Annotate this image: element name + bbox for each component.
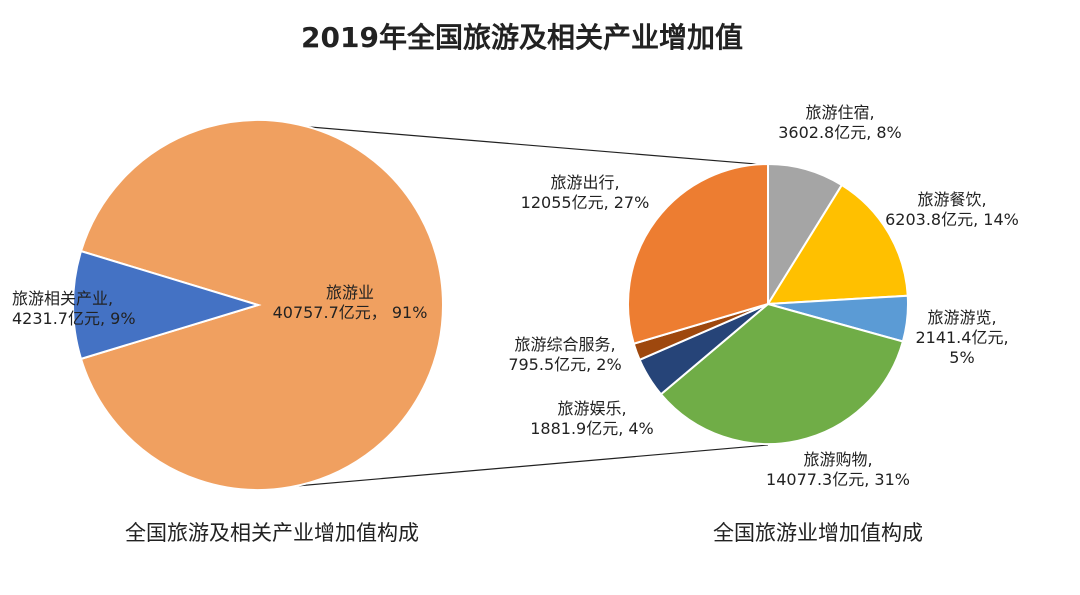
data-label: 旅游出行, 12055亿元, 27% — [521, 173, 650, 212]
pie-slice — [79, 119, 444, 491]
data-label: 旅游游览, 2141.4亿元, 5% — [915, 308, 1008, 367]
pie-tourism — [627, 162, 909, 445]
data-label-line: 40757.7亿元， 91% — [273, 303, 428, 322]
connector-lines — [261, 122, 769, 490]
data-label-line: 795.5亿元, 2% — [508, 355, 621, 374]
data-label-line: 3602.8亿元, 8% — [778, 123, 902, 142]
data-label-line: 旅游购物, — [803, 450, 872, 469]
data-label: 旅游相关产业, 4231.7亿元, 9% — [12, 289, 136, 328]
pie-industry — [72, 119, 444, 491]
connector-line-top — [261, 122, 769, 166]
data-label-line: 14077.3亿元, 31% — [766, 470, 910, 489]
data-label-line: 旅游娱乐, — [557, 399, 626, 418]
data-label-line: 4231.7亿元, 9% — [12, 309, 136, 328]
data-label: 旅游购物, 14077.3亿元, 31% — [766, 450, 910, 489]
data-label-line: 旅游综合服务, — [514, 335, 615, 354]
data-label-line: 5% — [949, 348, 974, 367]
data-label: 旅游业 40757.7亿元， 91% — [273, 283, 428, 322]
data-label-line: 旅游出行, — [550, 173, 619, 192]
pie-slice — [659, 302, 905, 445]
data-label-line: 旅游住宿, — [805, 103, 874, 122]
data-label-line: 6203.8亿元, 14% — [885, 210, 1019, 229]
labels-industry: 旅游业 40757.7亿元， 91% 旅游相关产业, 4231.7亿元, 9% — [12, 283, 427, 328]
data-label-line: 旅游游览, — [927, 308, 996, 327]
labels-tourism: 旅游住宿, 3602.8亿元, 8% 旅游餐饮, 6203.8亿元, 14% 旅游游览,… — [508, 103, 1019, 489]
data-label-line: 旅游业 — [326, 283, 374, 302]
pie-slice — [627, 162, 769, 345]
data-label-line: 旅游餐饮, — [917, 190, 986, 209]
data-label: 旅游餐饮, 6203.8亿元, 14% — [885, 190, 1019, 229]
data-label-line: 1881.9亿元, 4% — [530, 419, 654, 438]
connector-line-bottom — [261, 444, 769, 490]
pie-slice — [72, 249, 262, 361]
data-label: 旅游娱乐, 1881.9亿元, 4% — [530, 399, 654, 438]
data-label-line: 旅游相关产业, — [12, 289, 113, 308]
subtitle-industry: 全国旅游及相关产业增加值构成 — [125, 521, 419, 545]
data-label-line: 2141.4亿元, — [915, 328, 1008, 347]
pie-slice — [766, 183, 909, 306]
chart-title: 2019年全国旅游及相关产业增加值 — [301, 21, 743, 54]
data-label: 旅游住宿, 3602.8亿元, 8% — [778, 103, 902, 142]
data-label: 旅游综合服务, 795.5亿元, 2% — [508, 335, 621, 374]
subtitle-tourism: 全国旅游业增加值构成 — [713, 521, 923, 545]
data-label-line: 12055亿元, 27% — [521, 193, 650, 212]
